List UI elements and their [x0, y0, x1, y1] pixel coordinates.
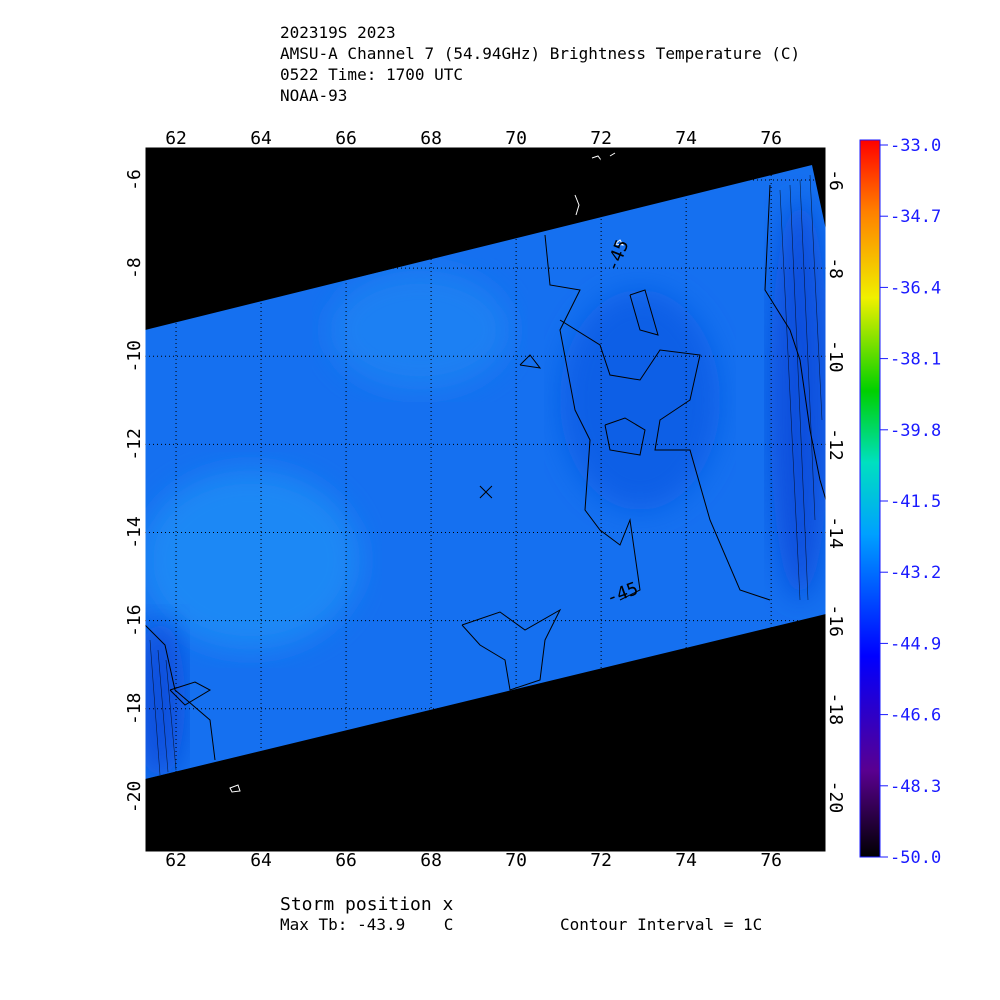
storm-marker: [479, 485, 493, 499]
y-tick-label: -8: [124, 257, 145, 279]
white-specks: [229, 152, 624, 793]
x-tick-label: 74: [675, 850, 697, 871]
colorbar-label: -46.6: [890, 706, 941, 726]
y-tick-label: -6: [825, 169, 846, 191]
title-line: 0522 Time: 1700 UTC: [280, 65, 463, 84]
x-tick-label: 72: [590, 850, 612, 871]
x-tick-label: 62: [165, 850, 187, 871]
x-tick-label: 68: [420, 128, 442, 149]
x-tick-label: 62: [165, 128, 187, 149]
x-tick-label: 66: [335, 128, 357, 149]
y-tick-label: -14: [124, 516, 145, 549]
colorbar-label: -33.0: [890, 136, 941, 156]
x-tick-label: 74: [675, 128, 697, 149]
colorbar-label: -36.4: [890, 278, 941, 298]
title-line: AMSU-A Channel 7 (54.94GHz) Brightness T…: [280, 44, 800, 63]
colorbar-label: -38.1: [890, 350, 941, 370]
contours: [144, 184, 827, 761]
y-tick-label: -10: [825, 340, 846, 373]
colorbar-label: -43.2: [890, 563, 941, 583]
x-tick-label: 76: [760, 128, 782, 149]
max-tb: Max Tb: -43.9 C: [280, 915, 453, 934]
colorbar: [859, 139, 881, 858]
y-tick-label: -18: [825, 693, 846, 726]
x-tick-label: 76: [760, 850, 782, 871]
y-tick-label: -14: [825, 516, 846, 549]
y-tick-label: -18: [124, 693, 145, 726]
y-tick-label: -10: [124, 340, 145, 373]
y-tick-label: -20: [124, 781, 145, 814]
plot-frame: [144, 146, 827, 853]
y-tick-label: -8: [825, 257, 846, 279]
colorbar-label: -50.0: [890, 848, 941, 868]
storm-note: Storm position x: [280, 894, 454, 915]
title-line: NOAA-93: [280, 86, 347, 105]
y-tick-label: -20: [825, 781, 846, 814]
colorbar-label: -44.9: [890, 634, 941, 654]
dense-contours: [149, 174, 823, 776]
colorbar-label: -41.5: [890, 492, 941, 512]
colorbar-label: -34.7: [890, 207, 941, 227]
y-tick-label: -12: [124, 428, 145, 461]
y-tick-label: -12: [825, 428, 846, 461]
y-tick-label: -6: [124, 169, 145, 191]
map-plot: [144, 146, 827, 853]
contour-interval: Contour Interval = 1C: [560, 915, 762, 934]
y-tick-label: -16: [825, 604, 846, 637]
colorbar-label: -39.8: [890, 421, 941, 441]
x-tick-label: 64: [250, 128, 272, 149]
x-tick-label: 72: [590, 128, 612, 149]
x-tick-label: 66: [335, 850, 357, 871]
colorbar-label: -48.3: [890, 777, 941, 797]
x-tick-label: 68: [420, 850, 442, 871]
x-tick-label: 64: [250, 850, 272, 871]
y-tick-label: -16: [124, 604, 145, 637]
title-line: 202319S 2023: [280, 23, 396, 42]
x-tick-label: 70: [505, 128, 527, 149]
x-tick-label: 70: [505, 850, 527, 871]
